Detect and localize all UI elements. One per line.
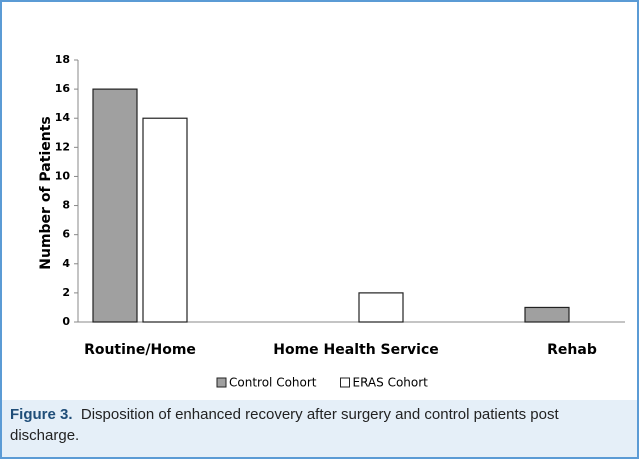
caption: Figure 3. Disposition of enhanced recove…	[2, 400, 637, 457]
caption-text: Disposition of enhanced recovery after s…	[10, 406, 559, 444]
y-axis-label: Number of Patients	[38, 116, 54, 269]
y-tick-label: 18	[55, 53, 70, 66]
y-tick-label: 8	[62, 199, 70, 212]
y-tick-label: 6	[62, 228, 70, 241]
y-tick-label: 12	[55, 140, 70, 153]
legend-swatch	[216, 377, 227, 388]
bar	[358, 292, 404, 323]
y-tick-label: 14	[55, 111, 71, 124]
x-tick-label: Home Health Service	[273, 342, 438, 358]
legend-swatch	[340, 377, 350, 388]
y-tick-label: 0	[62, 315, 70, 328]
bar	[92, 88, 138, 323]
legend-label: Control Cohort	[229, 376, 317, 390]
bar	[524, 306, 570, 323]
chart: Number of Patients 0 2 4 6 8 10 12 14 16 18 Routin…	[38, 53, 625, 390]
y-tick-label: 4	[62, 257, 70, 270]
y-tick-label: 10	[55, 169, 71, 182]
caption-label: Figure 3.	[10, 406, 73, 423]
y-tick-label: 16	[55, 82, 71, 95]
y-tick-label: 2	[62, 286, 70, 299]
x-tick-label: Rehab	[547, 342, 597, 358]
bar	[142, 117, 188, 323]
x-tick-label: Routine/Home	[84, 342, 196, 358]
legend-label: ERAS Cohort	[353, 376, 429, 390]
